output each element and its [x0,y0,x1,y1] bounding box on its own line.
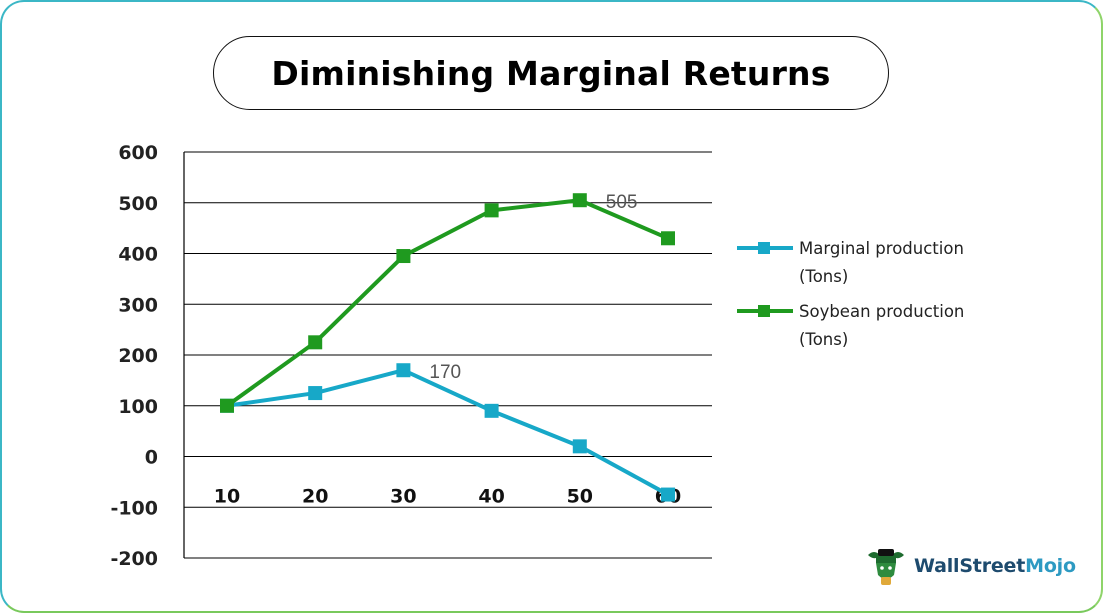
series-line [226,368,669,497]
x-tick-label: 40 [478,486,504,508]
y-tick-label: 400 [118,244,158,266]
gridlines [184,151,712,559]
data-point [661,487,675,502]
x-tick-label: 30 [390,486,416,508]
data-point [572,193,587,208]
x-tick-label: 50 [567,486,593,508]
y-tick-label: 600 [118,142,158,164]
data-point [220,398,234,413]
brand-name-accent: Mojo [1025,555,1076,577]
brand-name: WallStreetMojo [914,555,1076,577]
legend-item: Marginal production (Tons) [737,239,964,286]
legend: Marginal production(Tons)Soybean product… [737,239,964,349]
data-point [308,386,323,401]
data-point [308,335,323,350]
legend-swatch-marker [758,305,770,317]
series-soybean-production [220,193,675,413]
legend-swatch-marker [758,242,770,254]
legend-label: Soybean production [799,302,964,321]
y-tick-label: 200 [118,345,158,367]
y-tick-label: -100 [110,497,158,519]
brand-name-main: WallStreet [914,555,1026,577]
data-label: 170 [429,362,461,383]
data-point [484,203,499,218]
legend-item: Soybean production (Tons) [737,302,964,349]
y-tick-label: 500 [118,193,158,215]
series-group [220,193,675,502]
data-point [661,231,675,246]
legend-label: (Tons) [799,267,848,286]
brand-logo: WallStreetMojo [864,545,1076,587]
y-tick-label: 0 [145,447,158,469]
y-tick-label: -200 [110,548,158,570]
legend-label: Marginal production [799,239,964,258]
y-tick-label: 300 [118,294,158,316]
page-title: Diminishing Marginal Returns [213,36,889,110]
data-point [396,363,411,378]
data-point [484,403,499,418]
data-point [572,439,587,454]
legend-label: (Tons) [799,330,848,349]
x-tick-label: 10 [214,486,240,508]
x-axis-ticks: 102030405060 [214,486,681,508]
x-tick-label: 20 [302,486,328,508]
series-marginal-production [220,363,675,502]
bull-mascot-icon [868,549,904,585]
y-axis-ticks: 600 500 400 300 200 100 0 -100 -200 [110,142,158,570]
data-labels: 170 505 [429,192,637,383]
data-point [396,249,411,264]
data-label: 505 [606,192,638,213]
y-tick-label: 100 [118,396,158,418]
series-line [225,198,669,408]
